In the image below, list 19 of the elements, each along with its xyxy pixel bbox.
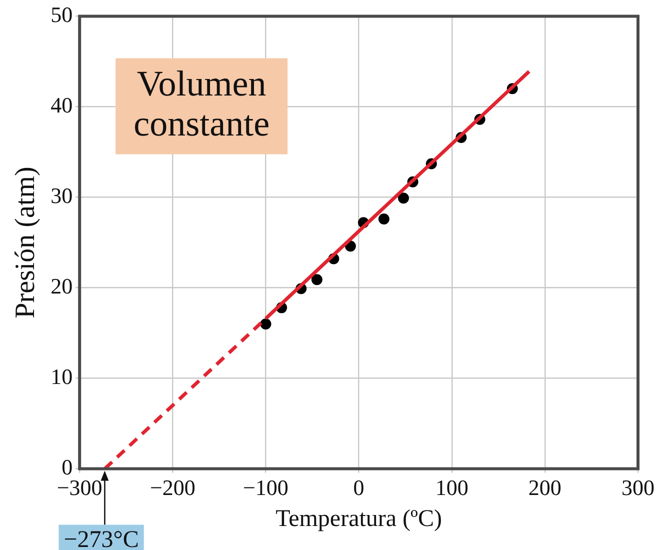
annotation: −273°C <box>64 527 139 550</box>
point <box>398 192 409 204</box>
x-tick-label: 0 <box>353 474 364 500</box>
point <box>378 213 390 224</box>
annotation: Volumen constante <box>134 64 270 144</box>
x-axis-title: Temperatura (ºC) <box>276 506 442 532</box>
y-tick-label: 50 <box>50 2 73 27</box>
x-tick-label: 300 <box>622 474 654 500</box>
y-tick-label: 30 <box>50 183 73 208</box>
x-tick-label: 100 <box>435 474 468 500</box>
point <box>311 274 322 286</box>
y-tick-label: 20 <box>50 274 73 299</box>
y-axis-title: Presión (atm) <box>10 166 42 318</box>
x-tick-label: −200 <box>150 474 196 500</box>
x-tick-label: 200 <box>528 474 562 500</box>
y-tick-label: 40 <box>50 92 73 118</box>
x-tick-label: −100 <box>243 474 288 500</box>
point <box>260 318 272 330</box>
y-tick-label: 10 <box>50 364 73 390</box>
